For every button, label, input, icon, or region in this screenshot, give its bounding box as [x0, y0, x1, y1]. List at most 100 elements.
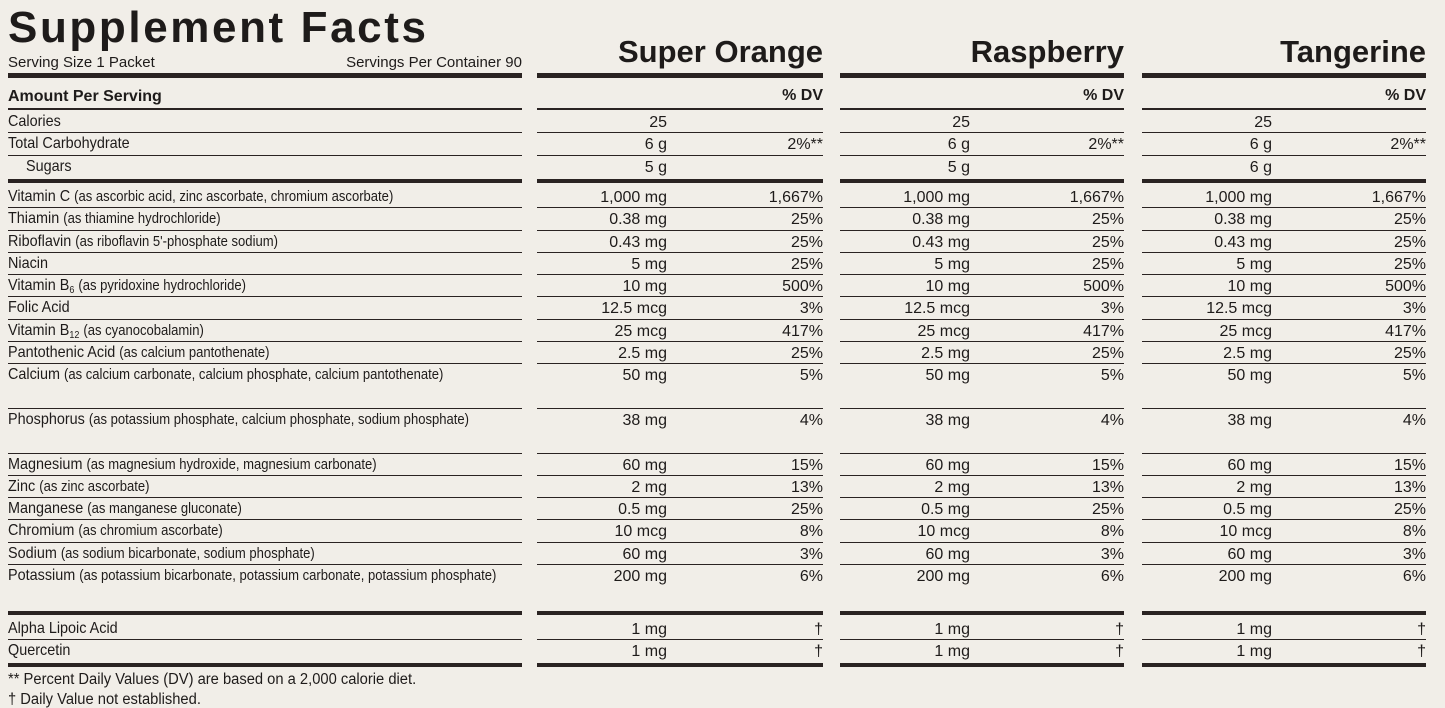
nutrient-name: Sugars	[26, 157, 72, 175]
rule	[8, 363, 522, 365]
amount: 0.5 mg	[921, 501, 970, 519]
rule	[840, 274, 1124, 276]
rule	[1142, 610, 1426, 615]
nutrient-name: Calcium	[8, 366, 61, 384]
nutrient-name: Vitamin C	[8, 187, 71, 205]
rule	[537, 178, 823, 183]
supplement-facts-panel: Supplement Facts Serving Size 1 Packet Ser…	[8, 6, 1426, 707]
daily-value: 25%	[1091, 233, 1124, 251]
rule	[1142, 178, 1426, 183]
daily-value: 1,667%	[1069, 188, 1124, 206]
daily-value: 6%	[799, 568, 823, 585]
nutrient-name: Alpha Lipoic Acid	[8, 619, 118, 637]
daily-value: 417%	[1385, 322, 1426, 340]
amount: 200 mg	[1218, 568, 1272, 585]
rule	[840, 474, 1124, 476]
amount: 1 mg	[631, 620, 667, 638]
rule	[1142, 474, 1426, 476]
rule	[8, 519, 522, 521]
amount: 60 mg	[925, 545, 970, 563]
nutrient-name: Thiamin	[8, 210, 60, 228]
amount: 10 mcg	[1219, 523, 1272, 541]
nutrient-subscript: 12	[69, 329, 80, 341]
amount: 6 g	[947, 136, 970, 154]
rule	[537, 73, 823, 78]
daily-value: 2%**	[787, 136, 823, 154]
rule	[8, 497, 522, 499]
rule	[840, 610, 1124, 615]
nutrient-label: Folic Acid	[8, 297, 526, 319]
daily-value: 25%	[1393, 255, 1426, 273]
rule	[537, 296, 823, 298]
rule	[840, 207, 1124, 209]
rule	[1142, 154, 1426, 156]
rule	[8, 229, 522, 231]
daily-value: 25%	[1091, 211, 1124, 229]
amount: 1 mg	[1236, 642, 1272, 660]
rule	[840, 318, 1124, 320]
amount: 25	[1254, 114, 1272, 131]
amount: 38 mg	[1227, 411, 1272, 429]
daily-value: 8%	[1402, 523, 1426, 541]
rule	[840, 296, 1124, 298]
rule	[840, 108, 1124, 110]
rule	[537, 363, 823, 365]
daily-value: 3%	[1100, 545, 1124, 563]
amount: 25 mcg	[1219, 322, 1272, 340]
nutrient-label: Calcium (as calcium carbonate, calcium p…	[8, 364, 526, 386]
rule	[1142, 73, 1426, 78]
rule	[840, 132, 1124, 134]
daily-value: 4%	[1402, 411, 1426, 429]
daily-value: 25%	[1091, 501, 1124, 519]
rule	[537, 564, 823, 565]
daily-value: 15%	[790, 456, 823, 474]
rule	[840, 154, 1124, 156]
amount: 50 mg	[1227, 367, 1272, 385]
amount: 50 mg	[622, 367, 667, 385]
daily-value: 3%	[1402, 300, 1426, 318]
nutrient-note: (as potassium bicarbonate, potassium car…	[79, 568, 497, 584]
rule	[840, 452, 1124, 454]
rule	[537, 154, 823, 156]
rule	[1142, 363, 1426, 365]
rule	[537, 610, 823, 615]
daily-value: 15%	[1393, 456, 1426, 474]
nutrient-name: Vitamin B	[8, 277, 70, 295]
amount: 6 g	[1249, 136, 1272, 154]
amount: 60 mg	[622, 545, 667, 563]
amount: 25 mcg	[917, 322, 970, 340]
rule	[1142, 407, 1426, 409]
rule	[8, 251, 522, 253]
daily-value: 1,667%	[1371, 188, 1426, 206]
rule	[840, 663, 1124, 668]
rule	[537, 341, 823, 342]
rule	[840, 363, 1124, 365]
rule	[537, 541, 823, 543]
nutrient-name: Pantothenic Acid	[8, 344, 116, 361]
daily-value: 2%**	[1088, 136, 1124, 154]
nutrient-name: Manganese	[8, 500, 84, 518]
rule	[1142, 519, 1426, 521]
nutrient-name: Quercetin	[8, 641, 71, 659]
daily-value: †	[1417, 642, 1426, 660]
daily-value: 1,667%	[768, 188, 823, 206]
daily-value: 25%	[790, 501, 823, 519]
nutrient-label: Vitamin B6 (as pyridoxine hydrochloride)	[8, 275, 526, 302]
amount: 25 mcg	[614, 322, 667, 340]
amount: 10 mcg	[917, 523, 970, 541]
daily-value: 417%	[782, 322, 823, 340]
amount: 12.5 mcg	[601, 300, 667, 318]
rule	[537, 474, 823, 476]
daily-value: 417%	[1083, 322, 1124, 340]
daily-value: †	[1115, 620, 1124, 638]
servings-per-container: Servings Per Container 90	[346, 54, 522, 71]
amount: 5 mg	[631, 255, 667, 273]
rule	[537, 407, 823, 409]
nutrient-note: (as pyridoxine hydrochloride)	[78, 278, 246, 295]
amount: 6 g	[1249, 158, 1272, 176]
rule	[8, 663, 522, 668]
rule	[840, 519, 1124, 521]
daily-value: 25%	[790, 233, 823, 251]
rule	[537, 132, 823, 134]
amount: 25	[649, 114, 667, 131]
